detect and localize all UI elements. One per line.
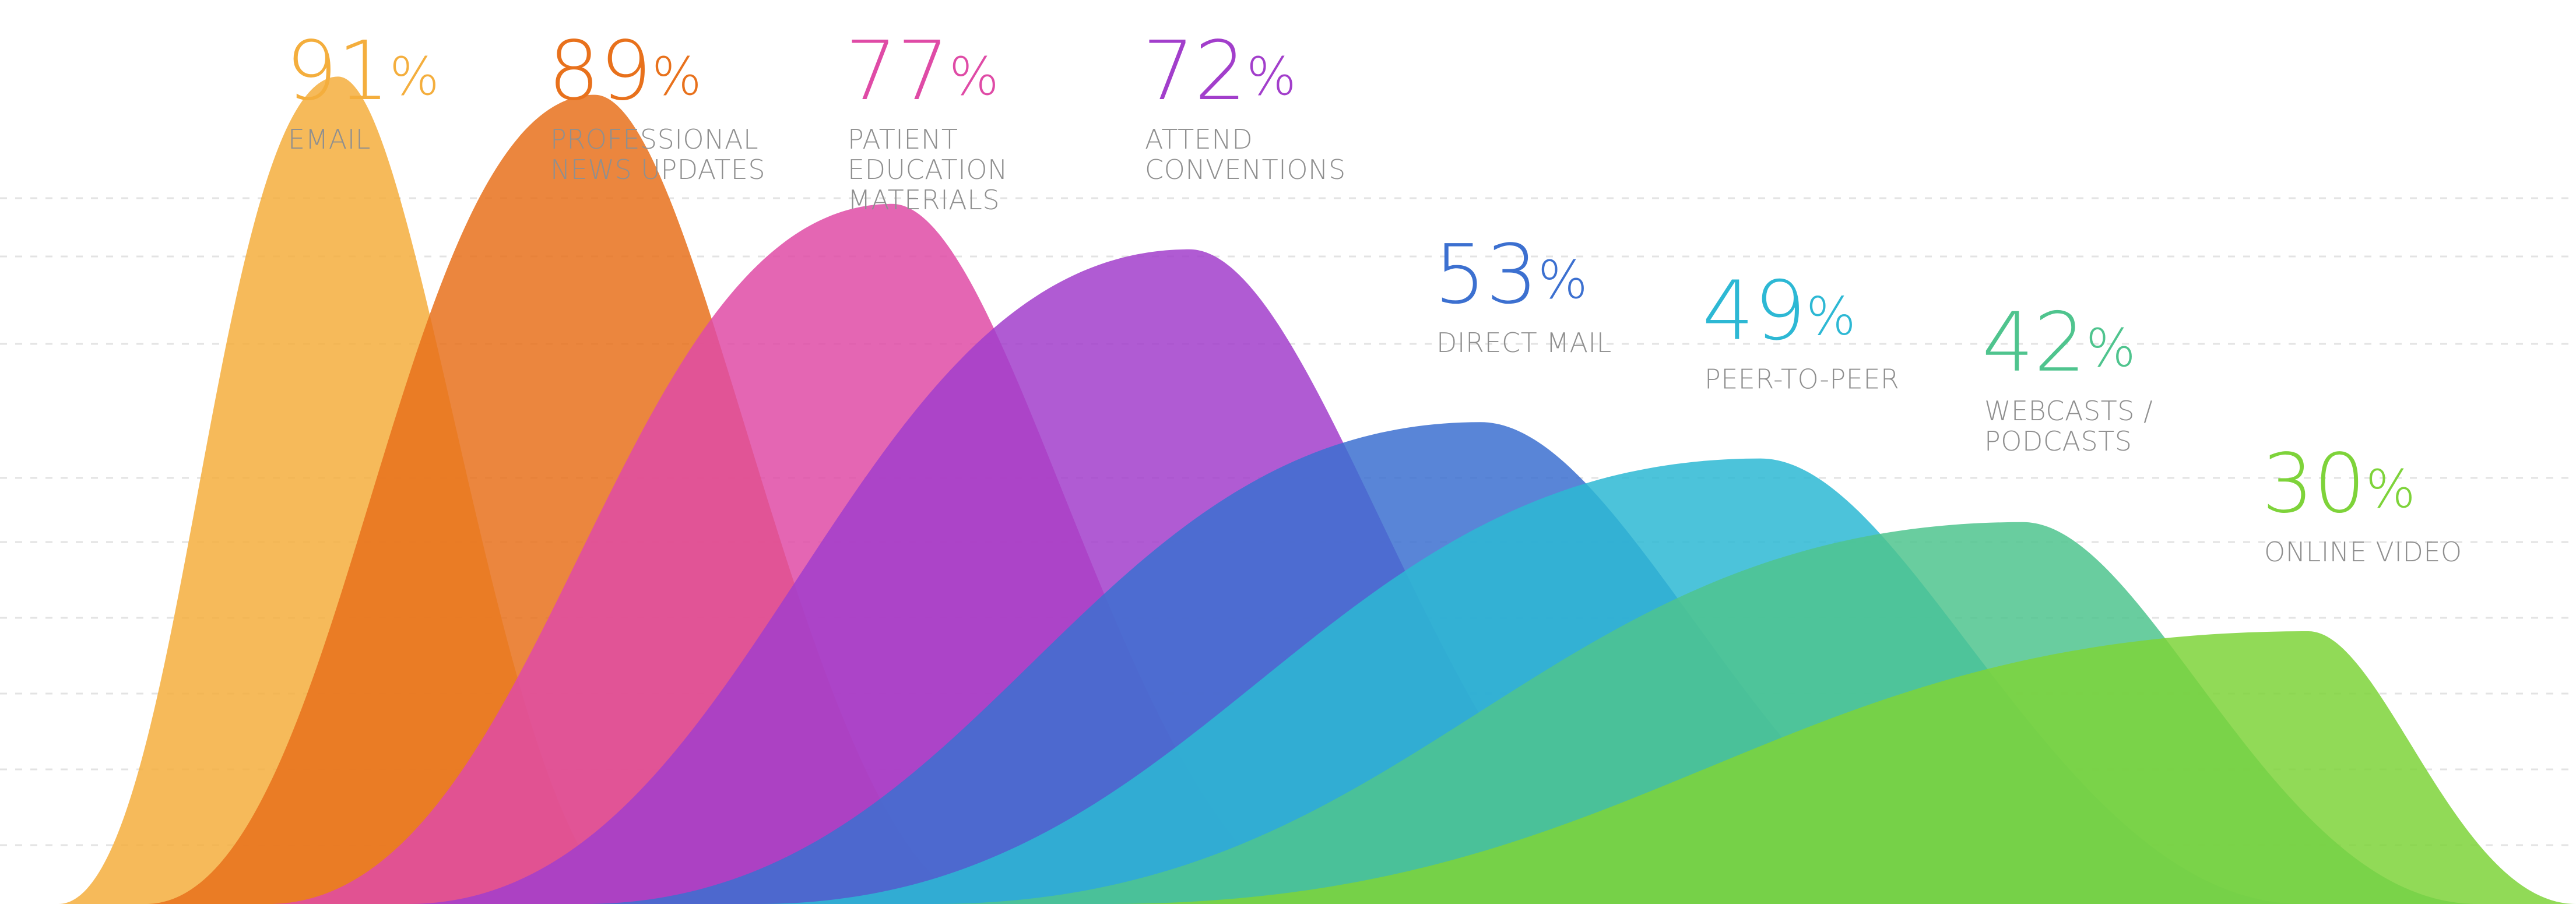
category-label: MATERIALS [848, 184, 1000, 216]
series-label-6: 49% PEER-TO-PEER [1702, 264, 1899, 395]
category-label: ATTEND [1145, 124, 1253, 155]
value-label: 89% [548, 24, 702, 119]
value-label: 53% [1434, 227, 1588, 322]
category-label: EMAIL [288, 124, 371, 155]
areas [58, 76, 2576, 904]
value-label: 30% [2262, 437, 2416, 532]
category-label: PROFESSIONAL [550, 124, 758, 155]
category-label: PODCASTS [1984, 425, 2132, 457]
category-label: NEWS UPDATES [550, 154, 765, 185]
category-label: ONLINE VIDEO [2264, 536, 2462, 568]
category-label: DIRECT MAIL [1436, 327, 1612, 358]
area-series-8 [1108, 631, 2576, 904]
category-label: EDUCATION [848, 154, 1008, 185]
series-label-7: 42% WEBCASTS /PODCASTS [1982, 296, 2153, 457]
category-label: PATIENT [848, 124, 958, 155]
value-label: 42% [1982, 296, 2136, 391]
series-label-5: 53% DIRECT MAIL [1434, 227, 1612, 358]
series-label-8: 30% ONLINE VIDEO [2262, 437, 2462, 568]
series-label-1: 91% EMAIL [286, 24, 440, 155]
category-label: WEBCASTS / [1984, 395, 2153, 427]
category-label: PEER-TO-PEER [1705, 364, 1899, 395]
category-label: CONVENTIONS [1145, 154, 1346, 185]
value-label: 49% [1702, 264, 1856, 359]
value-label: 91% [286, 24, 440, 119]
value-label: 77% [845, 24, 999, 119]
value-label: 72% [1143, 24, 1296, 119]
